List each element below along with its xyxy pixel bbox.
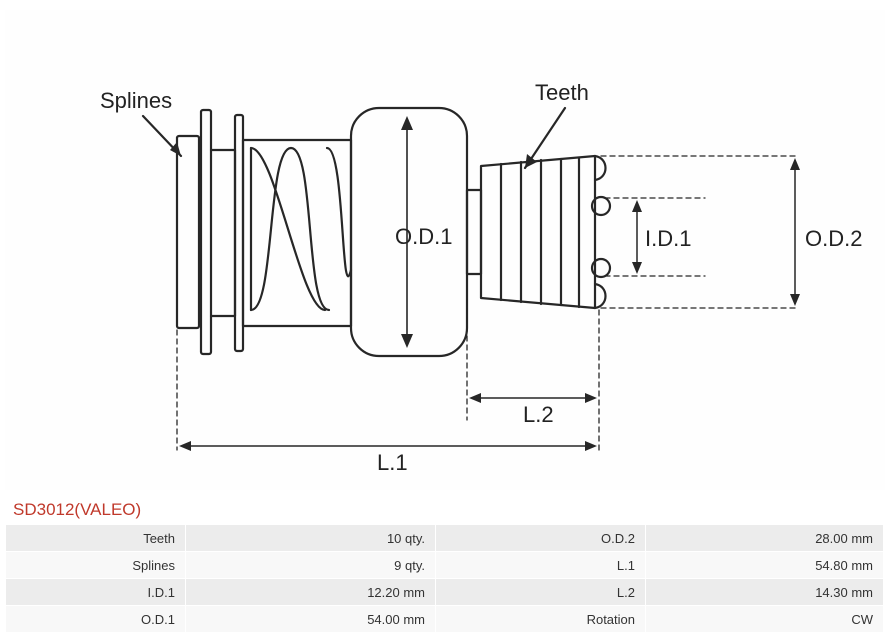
spec-table-body: Teeth 10 qty. O.D.2 28.00 mm Splines 9 q… [6,525,884,633]
spec-label: Rotation [436,606,646,633]
spec-label: L.1 [436,552,646,579]
spec-label: Teeth [6,525,186,552]
spec-label: O.D.2 [436,525,646,552]
spec-value: 12.20 mm [186,579,436,606]
spec-label: L.2 [436,579,646,606]
spec-row: Splines 9 qty. L.1 54.80 mm [6,552,884,579]
spec-value: 54.80 mm [646,552,884,579]
spec-row: I.D.1 12.20 mm L.2 14.30 mm [6,579,884,606]
diagram-svg [5,10,885,490]
spec-value: 28.00 mm [646,525,884,552]
spec-row: O.D.1 54.00 mm Rotation CW [6,606,884,633]
product-title: SD3012(VALEO) [13,500,884,520]
spec-value: 14.30 mm [646,579,884,606]
spec-value: CW [646,606,884,633]
spec-value: 10 qty. [186,525,436,552]
spec-label: O.D.1 [6,606,186,633]
technical-diagram: Splines Teeth O.D.1 I.D.1 O.D.2 L.2 L.1 [5,10,885,490]
spec-row: Teeth 10 qty. O.D.2 28.00 mm [6,525,884,552]
spec-label: I.D.1 [6,579,186,606]
spec-table: Teeth 10 qty. O.D.2 28.00 mm Splines 9 q… [5,524,884,633]
spec-value: 54.00 mm [186,606,436,633]
spec-label: Splines [6,552,186,579]
spec-value: 9 qty. [186,552,436,579]
